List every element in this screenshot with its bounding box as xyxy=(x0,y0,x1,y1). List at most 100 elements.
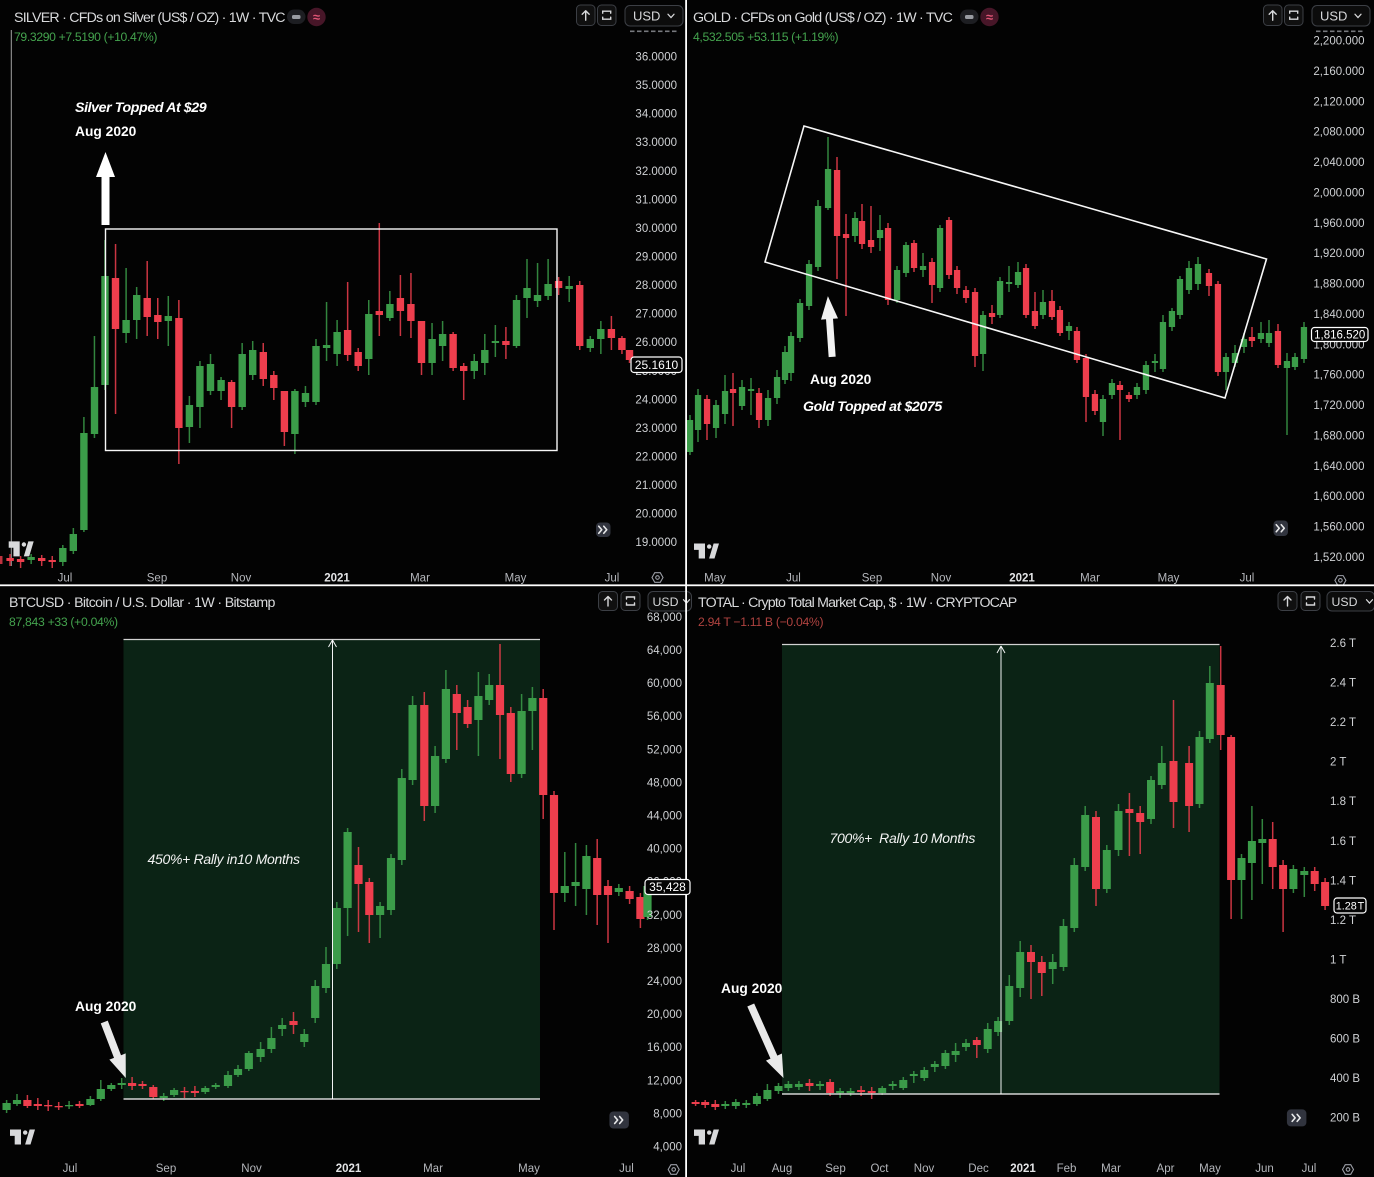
svg-text:24,000: 24,000 xyxy=(647,976,682,988)
svg-text:87,843 +33 (+0.04%): 87,843 +33 (+0.04%) xyxy=(9,615,118,629)
svg-text:Jul: Jul xyxy=(731,1163,746,1175)
svg-text:May: May xyxy=(1158,573,1180,585)
svg-text:2,160.000: 2,160.000 xyxy=(1313,66,1364,78)
svg-text:May: May xyxy=(704,573,726,585)
svg-text:Sep: Sep xyxy=(156,1163,176,1175)
svg-text:1.6 T: 1.6 T xyxy=(1330,836,1356,848)
svg-text:Aug 2020: Aug 2020 xyxy=(75,999,137,1014)
svg-text:1,816.520: 1,816.520 xyxy=(1314,330,1365,342)
svg-text:79.3290 +7.5190 (+10.47%): 79.3290 +7.5190 (+10.47%) xyxy=(14,30,157,44)
svg-text:1,720.000: 1,720.000 xyxy=(1313,400,1364,412)
svg-text:Mar: Mar xyxy=(423,1163,443,1175)
svg-text:USD: USD xyxy=(653,595,679,609)
svg-text:2021: 2021 xyxy=(324,573,350,585)
svg-text:SILVER · CFDs on Silver (US$ /: SILVER · CFDs on Silver (US$ / OZ) · 1W … xyxy=(14,10,285,26)
svg-text:May: May xyxy=(518,1163,540,1175)
svg-text:800 B: 800 B xyxy=(1330,994,1360,1006)
svg-text:BTCUSD · Bitcoin / U.S. Dollar: BTCUSD · Bitcoin / U.S. Dollar · 1W · Bi… xyxy=(9,595,275,611)
svg-text:Aug 2020: Aug 2020 xyxy=(75,124,137,139)
svg-text:≈: ≈ xyxy=(986,10,993,25)
svg-text:30.0000: 30.0000 xyxy=(635,223,677,235)
svg-text:26.0000: 26.0000 xyxy=(635,337,677,349)
svg-text:1,600.000: 1,600.000 xyxy=(1313,491,1364,503)
svg-text:2.94 T −1.11 B (−0.04%): 2.94 T −1.11 B (−0.04%) xyxy=(698,615,823,629)
svg-text:23.0000: 23.0000 xyxy=(635,423,677,435)
svg-text:29.0000: 29.0000 xyxy=(635,251,677,263)
svg-text:31.0000: 31.0000 xyxy=(635,194,677,206)
svg-text:34.0000: 34.0000 xyxy=(635,109,677,121)
svg-text:Gold Topped at $2075: Gold Topped at $2075 xyxy=(803,399,943,415)
svg-text:22.0000: 22.0000 xyxy=(635,451,677,463)
svg-text:1.8 T: 1.8 T xyxy=(1330,796,1356,808)
svg-text:1.28 T: 1.28 T xyxy=(1336,901,1365,913)
svg-text:USD: USD xyxy=(1332,595,1358,609)
svg-text:2,000.000: 2,000.000 xyxy=(1313,187,1364,199)
svg-text:1,920.000: 1,920.000 xyxy=(1313,248,1364,260)
svg-text:1,880.000: 1,880.000 xyxy=(1313,279,1364,291)
svg-text:1,840.000: 1,840.000 xyxy=(1313,309,1364,321)
svg-text:64,000: 64,000 xyxy=(647,645,682,657)
svg-text:USD: USD xyxy=(633,8,660,23)
svg-text:32.0000: 32.0000 xyxy=(635,166,677,178)
svg-text:1,760.000: 1,760.000 xyxy=(1313,370,1364,382)
svg-text:Jul: Jul xyxy=(58,573,73,585)
svg-text:1,800.000: 1,800.000 xyxy=(1313,339,1364,351)
svg-text:May: May xyxy=(505,573,527,585)
svg-text:20.0000: 20.0000 xyxy=(635,509,677,521)
svg-text:35.0000: 35.0000 xyxy=(635,80,677,92)
svg-text:Jun: Jun xyxy=(1255,1163,1274,1175)
svg-text:Sep: Sep xyxy=(825,1163,845,1175)
svg-text:2,200.000: 2,200.000 xyxy=(1313,36,1364,48)
svg-text:2.4 T: 2.4 T xyxy=(1330,678,1356,690)
svg-text:600 B: 600 B xyxy=(1330,1034,1360,1046)
svg-text:Nov: Nov xyxy=(231,573,252,585)
svg-text:33.0000: 33.0000 xyxy=(635,137,677,149)
svg-text:Jul: Jul xyxy=(619,1163,634,1175)
svg-text:450%+ Rally in10 Months: 450%+ Rally in10 Months xyxy=(148,851,301,867)
svg-text:Jul: Jul xyxy=(1240,573,1255,585)
svg-text:12,000: 12,000 xyxy=(647,1075,682,1087)
svg-text:16,000: 16,000 xyxy=(647,1042,682,1054)
svg-text:May: May xyxy=(1199,1163,1221,1175)
svg-text:Jul: Jul xyxy=(63,1163,78,1175)
svg-text:2021: 2021 xyxy=(336,1163,362,1175)
svg-text:1.2 T: 1.2 T xyxy=(1330,915,1356,927)
svg-text:2,120.000: 2,120.000 xyxy=(1313,96,1364,108)
svg-text:Nov: Nov xyxy=(241,1163,262,1175)
svg-text:48,000: 48,000 xyxy=(647,777,682,789)
svg-text:Jul: Jul xyxy=(1302,1163,1317,1175)
svg-text:2,080.000: 2,080.000 xyxy=(1313,127,1364,139)
svg-text:USD: USD xyxy=(1320,8,1347,23)
svg-text:2021: 2021 xyxy=(1009,573,1035,585)
svg-text:35,428: 35,428 xyxy=(649,880,686,894)
svg-text:Mar: Mar xyxy=(410,573,430,585)
svg-text:8,000: 8,000 xyxy=(653,1108,682,1120)
svg-text:1,640.000: 1,640.000 xyxy=(1313,461,1364,473)
svg-text:68,000: 68,000 xyxy=(647,612,682,624)
svg-text:Oct: Oct xyxy=(871,1163,890,1175)
svg-text:21.0000: 21.0000 xyxy=(635,480,677,492)
svg-text:Silver Topped At $29: Silver Topped At $29 xyxy=(75,100,207,116)
svg-text:200 B: 200 B xyxy=(1330,1113,1360,1125)
svg-text:Aug: Aug xyxy=(772,1163,792,1175)
svg-text:Jul: Jul xyxy=(605,573,620,585)
svg-text:1,680.000: 1,680.000 xyxy=(1313,430,1364,442)
svg-text:1 T: 1 T xyxy=(1330,954,1346,966)
svg-text:2.2 T: 2.2 T xyxy=(1330,717,1356,729)
svg-text:Sep: Sep xyxy=(147,573,167,585)
svg-text:4,000: 4,000 xyxy=(653,1142,682,1154)
svg-text:Mar: Mar xyxy=(1080,573,1100,585)
svg-text:2 T: 2 T xyxy=(1330,757,1346,769)
svg-text:36.0000: 36.0000 xyxy=(635,51,677,63)
svg-text:24.0000: 24.0000 xyxy=(635,394,677,406)
svg-text:1,960.000: 1,960.000 xyxy=(1313,218,1364,230)
svg-text:≈: ≈ xyxy=(313,10,320,25)
svg-text:TOTAL · Crypto Total Market Ca: TOTAL · Crypto Total Market Cap, $ · 1W … xyxy=(698,595,1017,611)
svg-text:700%+ Rally 10 Months: 700%+ Rally 10 Months xyxy=(830,830,976,846)
svg-text:2021: 2021 xyxy=(1010,1163,1036,1175)
svg-text:44,000: 44,000 xyxy=(647,811,682,823)
svg-text:52,000: 52,000 xyxy=(647,744,682,756)
svg-text:400 B: 400 B xyxy=(1330,1073,1360,1085)
svg-text:27.0000: 27.0000 xyxy=(635,309,677,321)
svg-text:2.6 T: 2.6 T xyxy=(1330,638,1356,650)
